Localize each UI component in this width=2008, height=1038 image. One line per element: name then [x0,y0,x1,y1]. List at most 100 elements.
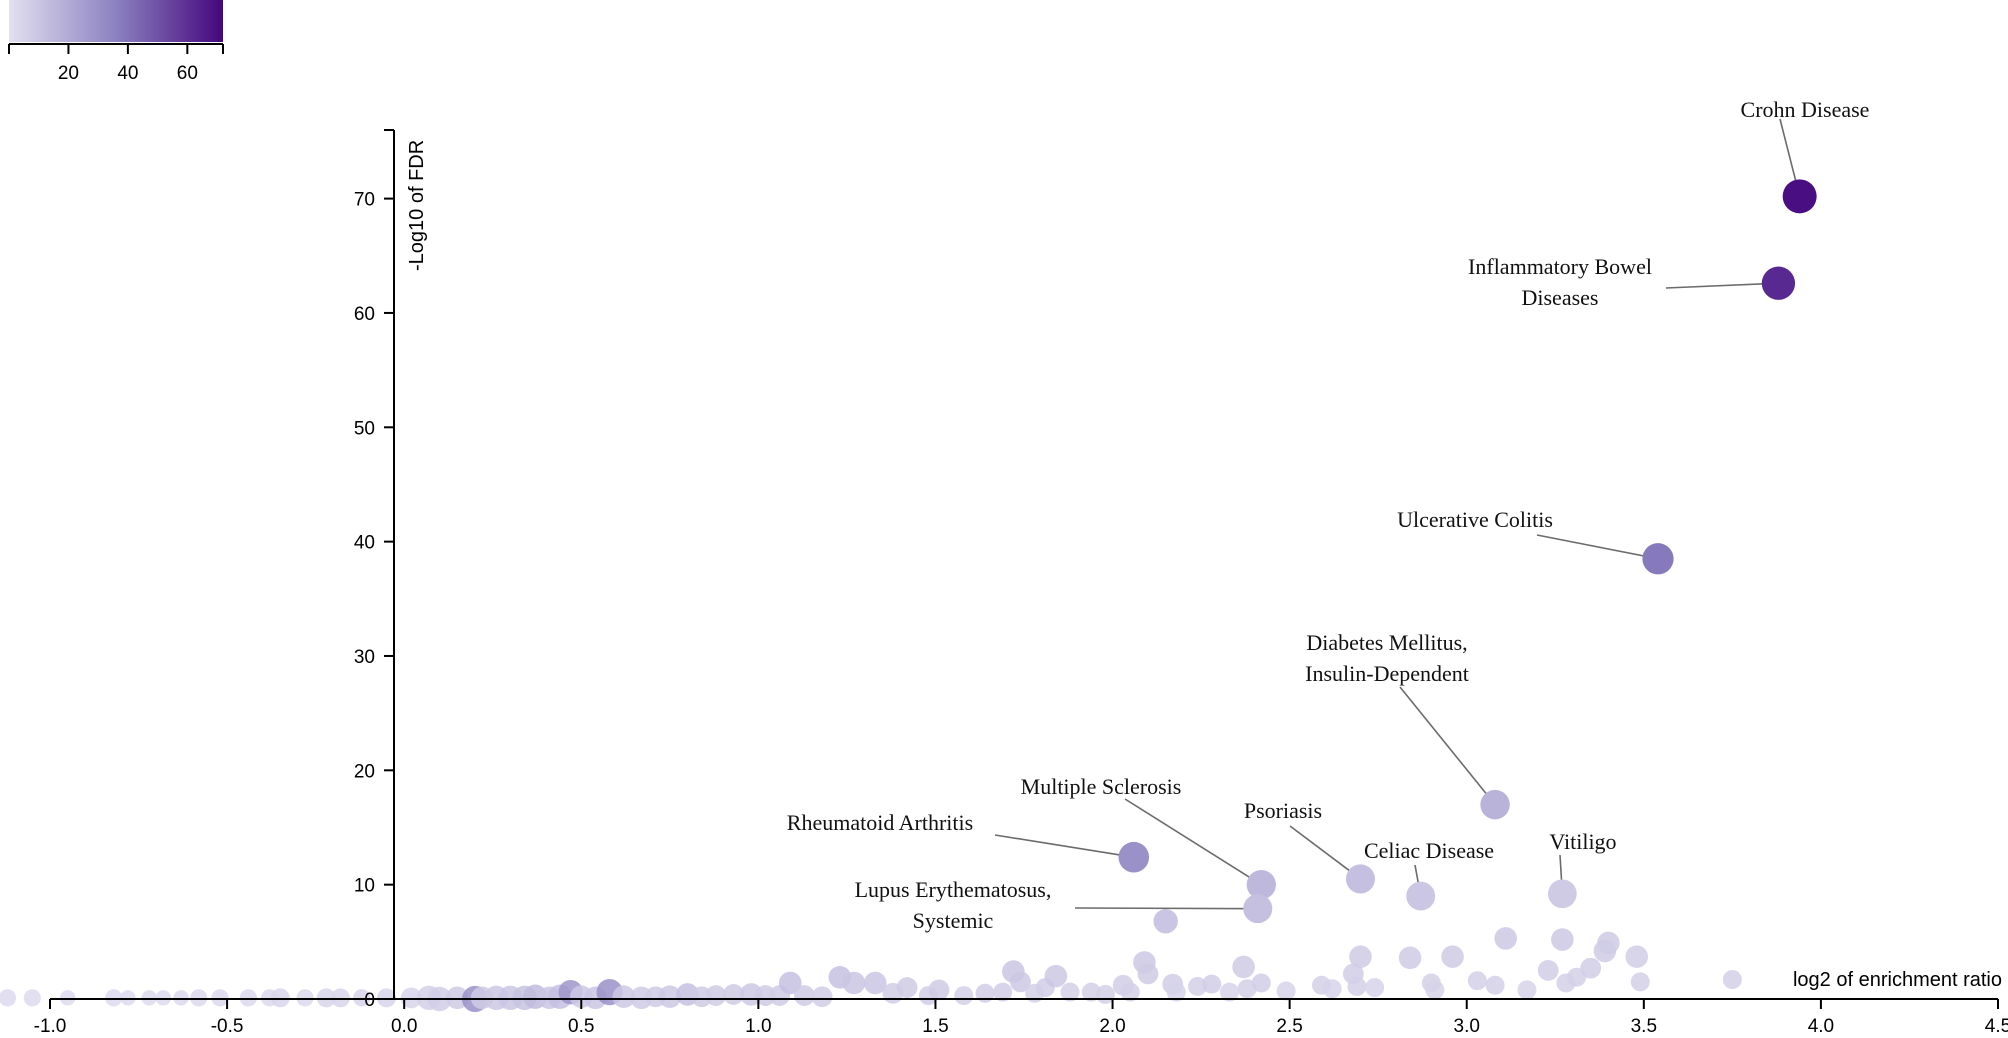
x-tick-label: -0.5 [211,1016,244,1037]
leader-lines [994,118,1801,910]
y-tick-label: 0 [364,990,375,1011]
colorbar-tick-label: 40 [117,63,138,84]
data-point [954,986,974,1006]
y-tick-label: 60 [354,304,375,325]
data-point [1081,982,1101,1002]
labeled-data-point [1782,179,1817,214]
x-tick-label: 3.0 [1454,1016,1480,1037]
data-point [1537,960,1559,981]
data-point [1060,982,1080,1002]
point-label: Psoriasis [1244,798,1322,823]
labeled-data-point [1642,543,1674,575]
labeled-data-point [1118,841,1150,873]
leader-line [1536,534,1659,560]
colorbar-gradient [9,0,223,42]
point-label-line: Psoriasis [1244,798,1322,823]
point-label-line: Rheumatoid Arthritis [787,810,973,835]
x-tick-label: -1.0 [34,1016,67,1037]
point-label-line: Lupus Erythematosus, [855,877,1052,902]
leader-line [1289,825,1361,880]
data-point [60,990,76,1006]
x-tick-label: 2.0 [1099,1016,1125,1037]
point-label: Rheumatoid Arthritis [787,810,973,835]
data-point [1517,980,1537,1000]
data-point [211,989,229,1007]
data-point [0,989,17,1007]
labeled-data-point [1761,266,1796,300]
data-point [1630,972,1650,992]
data-point [353,989,371,1007]
data-point [1120,982,1140,1002]
data-point [1349,945,1372,968]
leader-line [1074,907,1258,910]
data-point [155,990,172,1006]
data-point [1485,975,1505,995]
data-point [1202,974,1222,994]
labeled-points [1118,179,1817,924]
data-point [1398,946,1422,970]
point-label: Inflammatory Bowel Diseases [1468,254,1652,310]
data-point [1441,945,1464,968]
labeled-data-point [1406,881,1436,911]
x-tick-label: 1.5 [922,1016,948,1037]
point-label: Diabetes Mellitus, Insulin-Dependent [1305,630,1469,686]
labeled-data-point [1243,894,1273,924]
data-point [993,982,1013,1002]
callout-labels: Crohn Disease Inflammatory Bowel Diseases U… [787,97,1870,933]
data-point [1044,964,1068,988]
data-point [1425,980,1445,1000]
data-point [1347,976,1367,996]
labeled-data-point [1480,789,1510,820]
leader-line [1665,282,1779,289]
data-point [1494,927,1517,950]
y-tick-label: 50 [354,418,375,439]
point-label-line: Insulin-Dependent [1305,661,1469,686]
x-tick-label: 4.5 [1985,1016,2008,1037]
y-ticks: 0 10 20 30 40 50 60 70 [354,190,394,1011]
colorbar-ticks: 20 40 60 [8,44,224,84]
point-label-line: Multiple Sclerosis [1021,774,1182,799]
x-tick-label: 0.0 [391,1016,417,1037]
data-point [296,989,314,1007]
x-tick-label: 1.0 [745,1016,771,1037]
data-point [1010,971,1031,993]
labeled-data-point [1548,879,1577,909]
background-points [0,909,1742,1013]
point-label-line: Ulcerative Colitis [1397,507,1553,532]
point-label-line: Celiac Disease [1364,838,1494,863]
data-point [316,988,336,1008]
data-point [1467,971,1487,991]
point-label: Celiac Disease [1364,838,1494,863]
data-point [1722,970,1742,990]
data-point [400,987,422,1009]
axes: -1.0 -0.5 0.0 0.5 1.0 1.5 2.0 2.5 3.0 3.5 4.0 4.5 0… [34,129,2008,1037]
colorbar: 20 40 60 [8,0,224,84]
data-point [23,989,41,1007]
data-point [1597,931,1620,955]
y-tick-label: 70 [354,190,375,211]
data-point [1188,976,1208,996]
point-label: Vitiligo [1549,829,1616,854]
data-point [1580,957,1602,979]
data-point [173,990,189,1006]
data-point [1551,928,1574,951]
point-label-line: Crohn Disease [1741,97,1870,122]
x-axis-title: log2 of enrichment ratio [1793,969,2002,991]
point-label: Lupus Erythematosus, Systemic [855,877,1052,933]
labeled-data-point [1345,864,1375,894]
point-label-line: Diabetes Mellitus, [1306,630,1467,655]
data-point [1219,982,1239,1002]
colorbar-tick-label: 20 [58,63,79,84]
point-label: Ulcerative Colitis [1397,507,1553,532]
labeled-data-point [1246,870,1276,900]
data-point [330,988,350,1008]
point-label-line: Diseases [1522,285,1599,310]
y-tick-label: 40 [354,533,375,554]
x-tick-label: 4.0 [1808,1016,1834,1037]
data-point [1137,963,1159,985]
data-point [141,990,157,1006]
data-point [1625,945,1649,968]
leader-line [994,834,1134,859]
data-point [190,989,208,1007]
